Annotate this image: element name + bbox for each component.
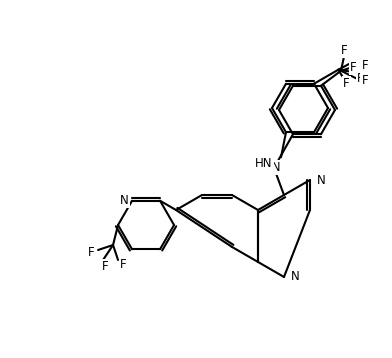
Text: F: F [362, 59, 368, 72]
Text: F: F [362, 74, 368, 87]
Text: N: N [317, 174, 325, 187]
Text: F: F [357, 72, 363, 85]
Text: N: N [120, 194, 129, 207]
Text: N: N [290, 270, 299, 284]
Text: F: F [350, 61, 357, 74]
Text: F: F [88, 247, 94, 260]
Text: HN: HN [255, 156, 273, 169]
Text: HN: HN [264, 161, 282, 174]
Text: F: F [102, 261, 108, 274]
Text: F: F [120, 258, 126, 271]
Text: F: F [343, 77, 350, 90]
Text: F: F [341, 44, 347, 57]
